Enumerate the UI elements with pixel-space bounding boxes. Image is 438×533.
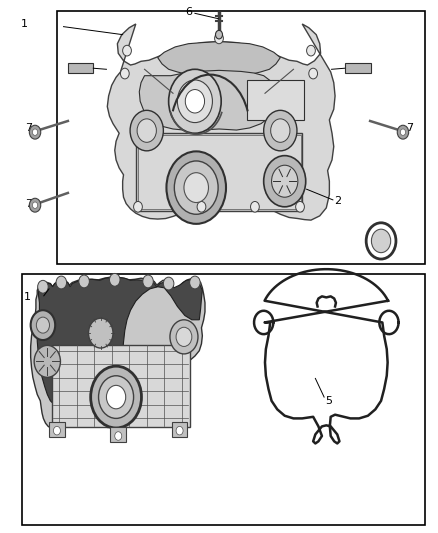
Circle shape [31,310,55,340]
Text: 7: 7 [406,123,413,133]
Text: 7: 7 [25,199,32,208]
Circle shape [79,275,89,288]
Circle shape [215,33,223,44]
Circle shape [215,30,223,39]
Text: 3: 3 [84,63,91,72]
Bar [57,11,425,264]
Bar [22,274,425,525]
Circle shape [137,119,156,142]
Circle shape [56,276,67,289]
Circle shape [272,165,298,197]
Circle shape [264,156,306,207]
Polygon shape [139,70,277,130]
Circle shape [184,173,208,203]
Circle shape [123,45,131,56]
Circle shape [29,125,41,139]
Bar [110,427,126,442]
Bar [68,63,93,73]
Circle shape [264,110,297,151]
Circle shape [177,80,212,123]
Circle shape [371,229,391,253]
Circle shape [91,366,141,428]
Bar [345,63,371,73]
Circle shape [99,376,134,418]
Circle shape [134,201,142,212]
Bar [52,345,190,427]
Circle shape [197,201,206,212]
Circle shape [32,129,38,135]
Text: 1: 1 [24,292,31,302]
Bar [138,135,301,209]
Bar [247,80,304,120]
Polygon shape [107,24,335,220]
Circle shape [169,69,221,133]
Circle shape [307,45,315,56]
Circle shape [38,280,48,293]
Circle shape [309,68,318,79]
Circle shape [174,161,218,214]
Circle shape [88,318,113,348]
Circle shape [296,201,304,212]
Text: 4: 4 [388,244,395,254]
Circle shape [110,273,120,286]
Circle shape [400,129,406,135]
Bar [136,133,302,211]
Circle shape [366,223,396,259]
Bar [49,422,65,437]
Circle shape [190,276,200,289]
Circle shape [143,275,153,288]
Circle shape [120,68,129,79]
Bar [172,422,187,437]
Circle shape [32,202,38,208]
Circle shape [185,90,205,113]
Circle shape [176,426,183,435]
Text: 1: 1 [21,19,28,29]
Circle shape [34,345,60,377]
Circle shape [106,385,126,409]
Circle shape [29,198,41,212]
Circle shape [163,277,174,290]
Circle shape [36,317,49,333]
Circle shape [115,432,122,440]
Polygon shape [37,277,202,408]
Circle shape [251,201,259,212]
Text: 3: 3 [347,63,354,72]
Circle shape [170,320,198,354]
Polygon shape [31,277,205,429]
Circle shape [397,125,409,139]
Text: 6: 6 [186,7,193,17]
Circle shape [130,110,163,151]
Circle shape [53,426,60,435]
Circle shape [271,119,290,142]
Text: 5: 5 [325,396,332,406]
Text: 2: 2 [335,197,342,206]
Text: 7: 7 [25,123,32,133]
Circle shape [176,327,192,346]
Polygon shape [158,42,280,76]
Circle shape [166,151,226,224]
